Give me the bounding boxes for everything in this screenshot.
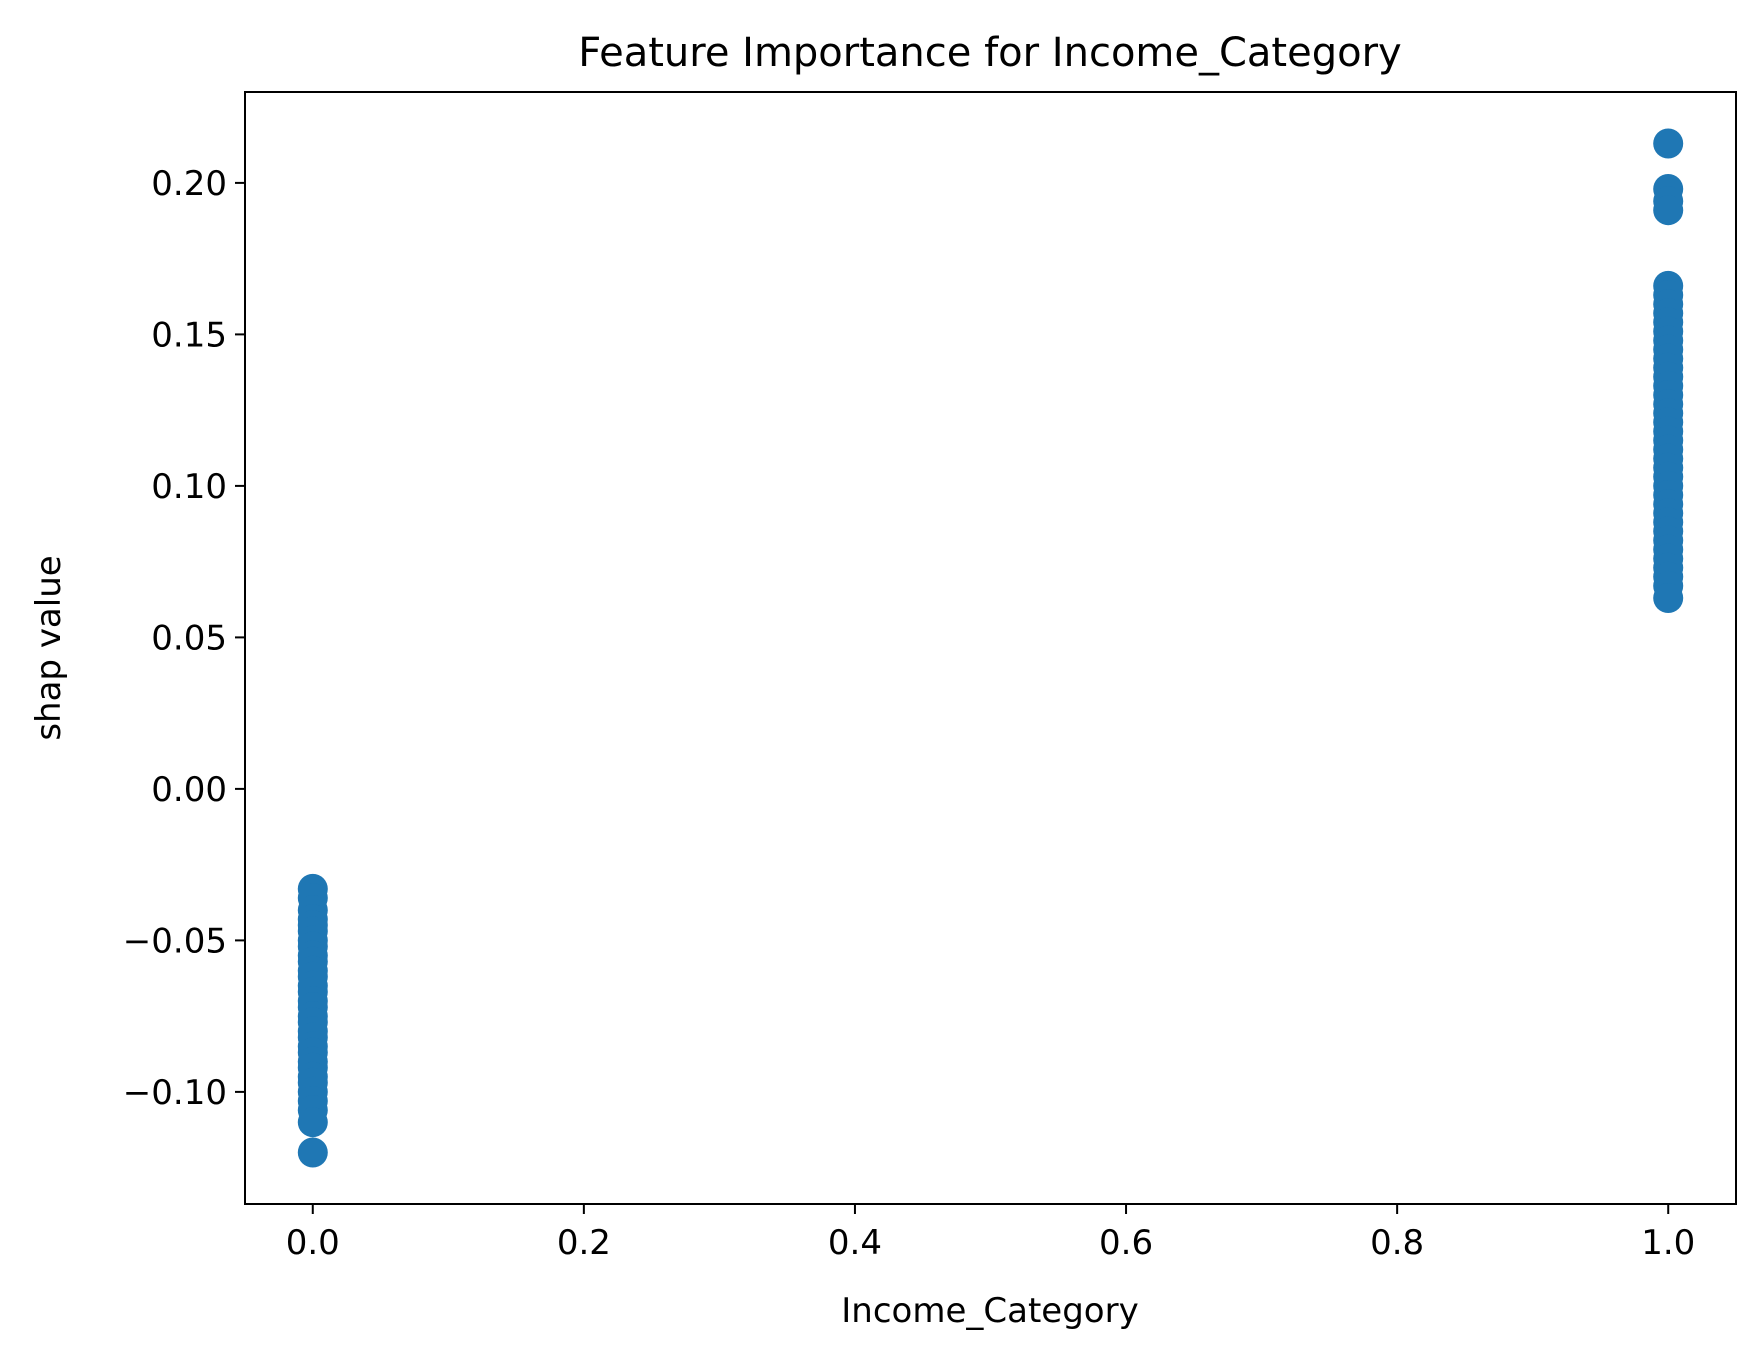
y-axis-label: shap value xyxy=(29,555,69,740)
data-point xyxy=(1653,128,1684,159)
plot-frame xyxy=(244,91,1737,1205)
data-point xyxy=(1653,583,1684,613)
y-tick-label: 0.10 xyxy=(151,467,227,507)
y-tick-label: 0.05 xyxy=(151,618,227,658)
x-axis: 0.0 0.2 0.4 0.6 0.8 1.0 xyxy=(286,1204,1695,1263)
x-tick-label: 0.0 xyxy=(286,1223,340,1263)
y-tick-label: −0.05 xyxy=(123,921,227,961)
x-tick-label: 0.4 xyxy=(828,1223,882,1263)
x-tick-label: 0.8 xyxy=(1370,1223,1424,1263)
x-tick-label: 0.2 xyxy=(557,1223,611,1263)
y-axis: −0.10 −0.05 0.00 0.05 0.10 0.15 0.20 xyxy=(123,164,245,1113)
y-tick-label: 0.15 xyxy=(151,315,227,355)
data-point xyxy=(297,1107,328,1138)
points-layer xyxy=(297,128,1684,1168)
y-tick-label: 0.00 xyxy=(151,770,227,810)
x-tick-label: 0.6 xyxy=(1099,1223,1153,1263)
data-point xyxy=(1653,195,1684,226)
x-tick-label: 1.0 xyxy=(1641,1223,1695,1263)
y-tick-label: −0.10 xyxy=(123,1073,227,1113)
x-axis-label: Income_Category xyxy=(841,1291,1138,1331)
chart-title: Feature Importance for Income_Category xyxy=(578,30,1401,76)
data-point xyxy=(297,1137,328,1168)
y-tick-label: 0.20 xyxy=(151,164,227,204)
